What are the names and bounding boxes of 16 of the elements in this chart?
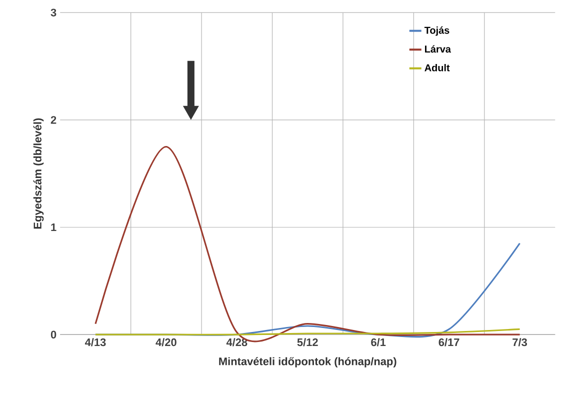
x-tick-label: 6/1 [371, 338, 386, 346]
legend-label: Adult [424, 64, 450, 72]
y-tick-label: 3 [50, 8, 56, 16]
x-tick-label: 6/17 [438, 338, 460, 346]
y-axis-title: Egyedszám (db/levél) [33, 118, 44, 229]
y-tick-label: 0 [50, 330, 56, 338]
x-tick-label: 4/20 [156, 338, 176, 346]
x-axis-title: Mintavételi időpontok (hónap/nap) [219, 357, 396, 368]
legend-label: Tojás [424, 26, 450, 36]
x-tick-label: 4/13 [84, 338, 106, 346]
x-tick-label: 7/3 [512, 338, 527, 346]
y-tick-label: 2 [50, 116, 56, 124]
y-tick-label: 1 [51, 223, 56, 232]
x-tick-label: 5/12 [297, 338, 318, 346]
legend-label: Lárva [425, 45, 451, 53]
x-tick-label: 4/28 [226, 338, 248, 346]
